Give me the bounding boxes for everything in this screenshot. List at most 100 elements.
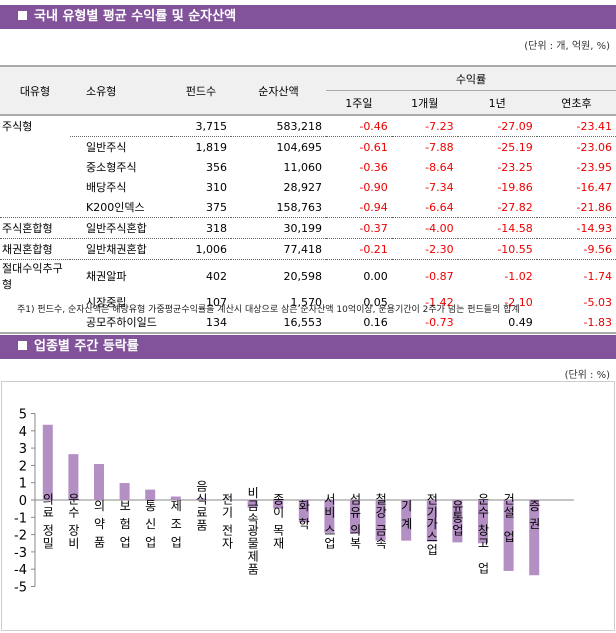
category-label: 광물제품 bbox=[246, 524, 260, 576]
col-assets: 순자산액 bbox=[231, 66, 326, 115]
category-label: 창고 bbox=[476, 524, 490, 550]
return-1y: -14.58 bbox=[457, 217, 537, 239]
category-label: 의료 bbox=[41, 493, 55, 519]
category-label: 업 bbox=[476, 561, 490, 574]
return-1w: -0.94 bbox=[359, 200, 388, 214]
return-1w: 0.16 bbox=[363, 315, 388, 329]
category-label: 철강 bbox=[374, 493, 388, 519]
return-ytd: -23.95 bbox=[576, 160, 612, 174]
category-label: 목재 bbox=[271, 524, 285, 550]
category-label: 유 bbox=[450, 500, 464, 513]
y-tick-label: -2 bbox=[14, 529, 27, 544]
bar-종이목재 bbox=[273, 500, 284, 509]
category-label: 보 bbox=[118, 500, 132, 513]
return-1w: -0.90 bbox=[359, 180, 388, 194]
x-tick-label: 증권 bbox=[527, 500, 541, 531]
col-minor: 소유형 bbox=[70, 66, 171, 115]
net-assets: 104,695 bbox=[231, 136, 326, 157]
net-assets: 1,570 bbox=[290, 295, 323, 309]
net-assets: 158,763 bbox=[276, 200, 323, 214]
return-1m: -7.23 bbox=[425, 119, 454, 133]
y-tick-label: 0 bbox=[19, 494, 27, 509]
return-1w: -0.46 bbox=[359, 119, 388, 133]
table-row: 일반주식 1,819 104,695 -0.61 -7.88 -25.19 -23.06 bbox=[0, 136, 616, 157]
category-label: 서비 bbox=[322, 493, 336, 519]
table-row: 주식형 3,715 583,218 -0.46 -7.23 -27.09 -23.41 bbox=[0, 115, 616, 137]
category-label: 험 bbox=[118, 517, 132, 530]
table-row: 중소형주식 356 11,060 -0.36 -8.64 -23.25 -23.95 bbox=[0, 157, 616, 177]
category-label: 학 bbox=[297, 517, 311, 530]
category-label: 의 bbox=[92, 499, 106, 512]
x-tick-label: 보험업 bbox=[118, 500, 132, 549]
category-label: 권 bbox=[527, 517, 541, 530]
table-row: 공모주하이일드 134 16,553 0.16 -0.73 0.49 -1.83 bbox=[0, 312, 616, 333]
y-tick-label: 2 bbox=[19, 459, 27, 474]
category-label: 업 bbox=[502, 530, 516, 543]
x-tick-label: 의약품 bbox=[92, 499, 106, 549]
fund-count: 1,819 bbox=[171, 136, 231, 157]
table-row: 채권혼합형 일반채권혼합 1,006 77,418 -0.21 -2.30 -10.55 -9… bbox=[0, 238, 616, 260]
category-label: 금속 bbox=[374, 524, 388, 550]
square-bullet-icon bbox=[18, 341, 27, 350]
category-label: 전자 bbox=[220, 524, 234, 550]
return-1y: -2.10 bbox=[504, 295, 533, 309]
category-label: 전기 bbox=[425, 493, 439, 519]
table-row: K200인덱스 375 158,763 -0.94 -6.64 -27.82 -21.86 bbox=[0, 197, 616, 218]
sector-chart-frame: 5 4 3 2 1 0 -1 -2 -3 -4 -5 의료 정밀 운수 장비 의 약 품 보 험 업 통 신 업 제 조 업 음식료품… bbox=[1, 381, 615, 631]
col-1y: 1년 bbox=[457, 90, 537, 115]
x-tick-label: 음식료품 bbox=[194, 480, 208, 532]
x-tick-label: 기계 bbox=[399, 499, 413, 531]
fund-count: 310 bbox=[206, 180, 227, 194]
unit-label: (단위 : %) bbox=[564, 370, 610, 381]
bar-제조업 bbox=[170, 496, 181, 500]
major-type: 주식혼합형 bbox=[0, 217, 70, 239]
net-assets: 11,060 bbox=[283, 160, 323, 174]
square-bullet-icon bbox=[18, 11, 27, 20]
bar-운수창고업 bbox=[478, 500, 488, 544]
x-tick-label: 화학 bbox=[297, 499, 311, 531]
fund-count: 134 bbox=[206, 315, 227, 329]
y-tick-label: -3 bbox=[14, 546, 27, 561]
table-row: 배당주식 310 28,927 -0.90 -7.34 -19.86 -16.47 bbox=[0, 177, 616, 197]
category-label: 통 bbox=[143, 499, 157, 512]
return-1y: -25.19 bbox=[457, 136, 537, 157]
bar-건설업 bbox=[503, 500, 514, 571]
category-label: 신 bbox=[143, 517, 157, 530]
net-assets: 583,218 bbox=[276, 119, 323, 133]
return-1m: -0.73 bbox=[425, 315, 454, 329]
minor-type bbox=[70, 115, 171, 137]
return-1w: -0.61 bbox=[326, 136, 392, 157]
y-tick-label: 5 bbox=[19, 408, 27, 423]
sector-bar-chart: 543210-1-2-3-4-5의료정밀운수장비의약품보험업통신업제조업음식료품… bbox=[14, 408, 574, 596]
return-1m: -7.34 bbox=[425, 180, 454, 194]
fund-count: 375 bbox=[206, 200, 227, 214]
return-ytd: -23.41 bbox=[576, 119, 612, 133]
major-type: 절대수익추구형 bbox=[0, 259, 70, 292]
net-assets: 16,553 bbox=[283, 315, 323, 329]
bar-섬유의복 bbox=[350, 500, 360, 534]
bar-전기가스업 bbox=[426, 500, 437, 542]
minor-type: 채권알파 bbox=[70, 259, 171, 292]
bar-전기전자 bbox=[222, 500, 232, 501]
net-assets: 77,418 bbox=[231, 238, 326, 260]
minor-type: 배당주식 bbox=[86, 181, 127, 194]
major-type bbox=[0, 312, 70, 333]
col-ytd: 연초후 bbox=[536, 90, 616, 115]
return-ytd: -16.47 bbox=[576, 180, 612, 194]
category-label: 제 bbox=[169, 499, 183, 512]
section-header-fund-returns: 국내 유형별 평균 수익률 및 순자산액 bbox=[0, 5, 616, 29]
table-row: 시장중립 107 1,570 0.05 -1.42 -2.10 -5.03 bbox=[0, 292, 616, 312]
category-label: 장비 bbox=[66, 524, 80, 550]
bar-보험업 bbox=[119, 483, 130, 500]
return-1m: -1.42 bbox=[425, 295, 454, 309]
fund-count: 402 bbox=[171, 259, 231, 292]
minor-type: 일반주식 bbox=[70, 136, 171, 157]
category-label: 품 bbox=[92, 536, 106, 549]
return-ytd: -9.56 bbox=[536, 238, 616, 260]
